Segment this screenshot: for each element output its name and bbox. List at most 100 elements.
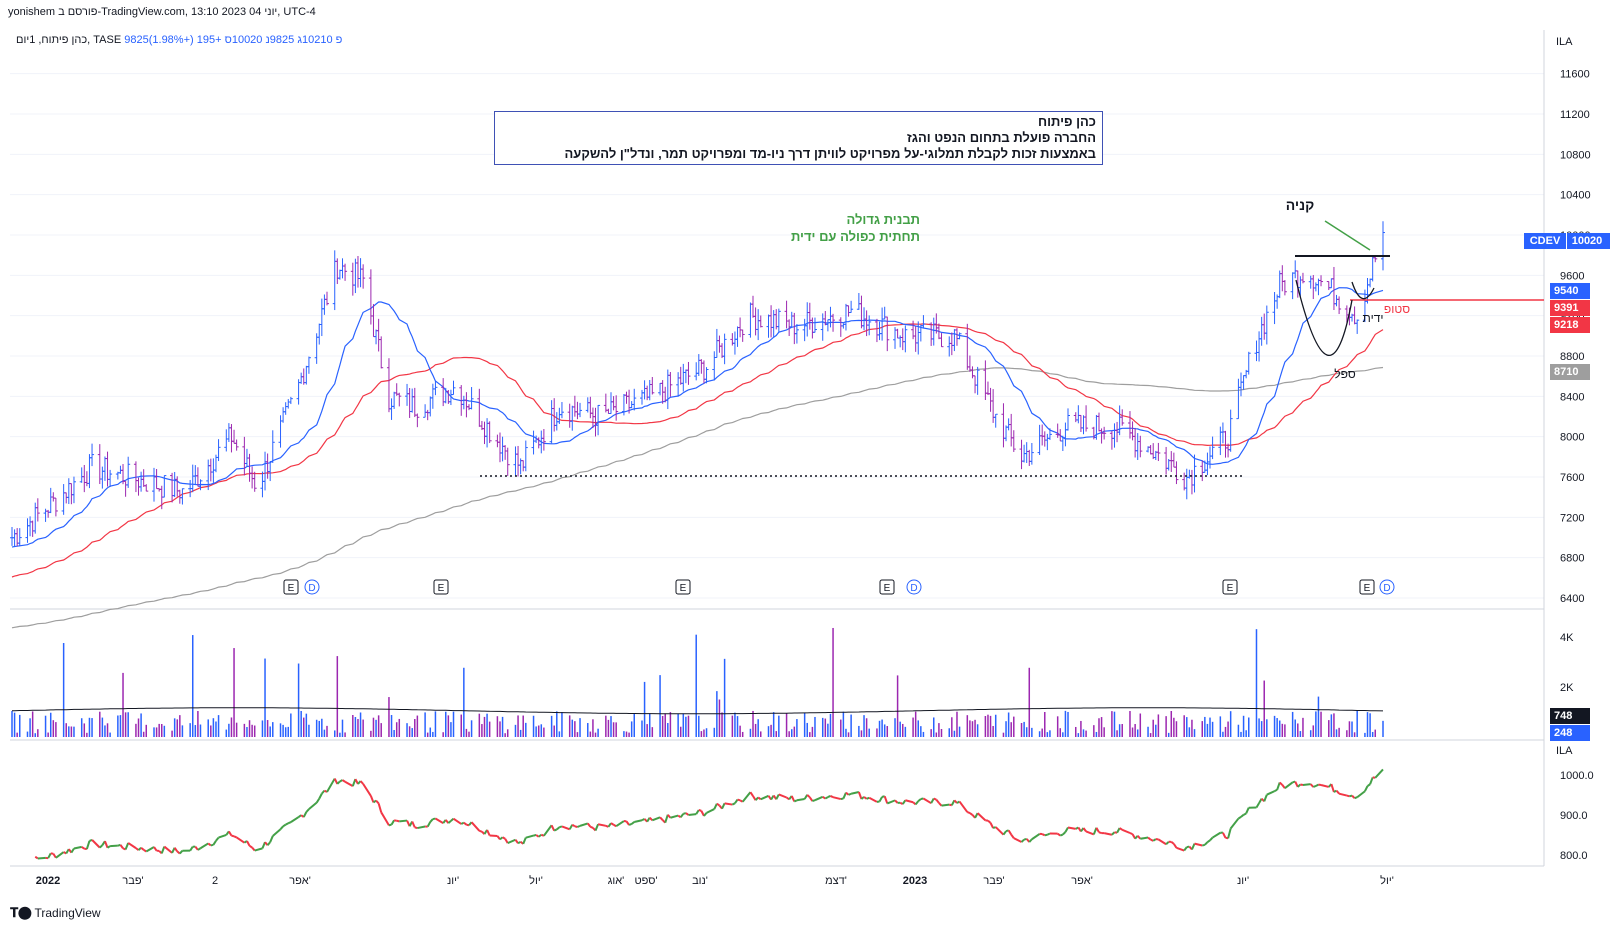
rs-segment xyxy=(878,796,883,802)
rs-segment xyxy=(1263,794,1268,802)
volume-tick-label: 4K xyxy=(1560,632,1574,644)
rs-segment xyxy=(1229,817,1240,830)
rs-segment xyxy=(290,816,300,823)
rs-segment xyxy=(372,799,377,804)
rs-segment xyxy=(597,823,607,827)
buy-arrow[interactable] xyxy=(1324,220,1371,251)
rs-segment xyxy=(212,840,217,846)
rs-segment xyxy=(362,783,372,797)
rs-segment xyxy=(470,821,481,832)
rs-segment xyxy=(543,824,553,837)
rs-segment xyxy=(899,801,904,805)
price-tick-label: 6800 xyxy=(1560,553,1584,565)
rs-segment xyxy=(989,822,995,829)
rs-segment xyxy=(1349,794,1353,798)
rs-segment xyxy=(667,814,672,819)
rs-segment xyxy=(1085,830,1095,836)
rs-segment xyxy=(305,808,310,813)
rs-segment xyxy=(1059,833,1064,837)
rs-segment xyxy=(1243,812,1247,816)
company-note[interactable]: כהן פיתוח החברה פועלת בתחום הנפט והגז בא… xyxy=(494,111,1103,165)
rs-segment xyxy=(688,813,697,816)
badge-ma-long: 8710 xyxy=(1550,364,1590,380)
rs-segment xyxy=(812,799,816,803)
rs-segment xyxy=(922,797,932,805)
earnings-marker-label: E xyxy=(1364,583,1371,594)
rs-segment xyxy=(760,794,769,801)
rs-segment xyxy=(605,824,609,828)
price-tick-label: 8400 xyxy=(1560,391,1584,403)
rs-segment xyxy=(796,798,805,802)
ma-50-line xyxy=(11,323,1384,578)
handle-curve[interactable] xyxy=(1351,281,1375,300)
time-tick-label: נוב' xyxy=(692,875,708,887)
rs-segment xyxy=(814,795,824,802)
price-tick-label: 11200 xyxy=(1560,109,1590,121)
rs-segment xyxy=(137,847,142,851)
dividend-marker xyxy=(1379,579,1395,595)
rs-segment xyxy=(47,852,52,859)
rs-segment xyxy=(1020,838,1025,843)
rs-segment xyxy=(976,812,987,822)
legend-change: +195 (+1.98%) xyxy=(148,34,222,46)
rs-segment xyxy=(143,848,147,853)
ohlc-bars xyxy=(10,221,1385,547)
earnings-marker-label: E xyxy=(438,583,445,594)
rs-tick-label: 900.0 xyxy=(1560,810,1588,822)
rs-segment xyxy=(778,793,787,799)
rs-segment xyxy=(822,796,826,800)
rs-segment xyxy=(1320,783,1330,788)
rs-segment xyxy=(1007,829,1013,836)
rs-segment xyxy=(917,798,922,802)
rs-segment xyxy=(1183,846,1188,852)
tradingview-logo[interactable]: 𝐓⬤ TradingView xyxy=(10,905,101,921)
rs-segment xyxy=(1157,838,1167,846)
time-axis-ticks: 2022 פבר' 2 אפר' יונ' יול' אוג' ספט' נוב' דצמ' 202… xyxy=(36,874,1394,887)
stop-label: סטופ xyxy=(1384,302,1410,316)
rs-segment xyxy=(124,842,130,850)
rs-segment xyxy=(1191,843,1196,850)
rs-segment xyxy=(561,825,571,831)
rs-segment xyxy=(670,814,679,819)
rs-segment xyxy=(1147,836,1152,841)
rs-segment xyxy=(790,795,796,802)
rs-segment xyxy=(1281,784,1286,789)
dividend-marker xyxy=(906,579,922,595)
tradingview-mark-icon: 𝐓⬤ xyxy=(10,905,32,920)
rs-segment xyxy=(553,828,558,832)
rs-segment xyxy=(1121,828,1131,834)
rs-segment xyxy=(737,798,741,802)
rs-segment xyxy=(824,796,829,800)
volume-bars xyxy=(11,627,1384,737)
rs-segment xyxy=(664,814,669,823)
ma-21-line xyxy=(11,287,1384,548)
rs-segment xyxy=(1354,796,1358,800)
rs-segment xyxy=(70,847,75,854)
price-tick-label: 6400 xyxy=(1560,593,1584,605)
rs-segment xyxy=(863,796,868,800)
rs-segment xyxy=(375,799,380,805)
rs-segment xyxy=(1075,826,1079,830)
rs-segment xyxy=(127,842,137,849)
rs-segment xyxy=(830,795,834,799)
time-tick-label: אוג' xyxy=(608,875,625,887)
earnings-marker xyxy=(283,579,299,595)
volume-ma-line xyxy=(11,707,1384,715)
rs-segment xyxy=(1309,783,1315,788)
rs-segment xyxy=(321,789,326,795)
rs-segment xyxy=(1335,789,1340,795)
rs-segment xyxy=(734,798,739,804)
earnings-marker xyxy=(1359,579,1375,595)
rs-line xyxy=(34,768,1384,860)
rs-segment xyxy=(163,845,173,854)
rs-segment xyxy=(504,838,509,844)
rs-segment xyxy=(992,826,997,829)
rs-segment xyxy=(499,836,504,841)
rs-segment xyxy=(886,799,896,805)
cup-curve[interactable] xyxy=(1295,279,1353,357)
rs-segment xyxy=(625,820,630,826)
rs-segment xyxy=(1152,838,1157,842)
rs-segment xyxy=(1222,832,1227,839)
